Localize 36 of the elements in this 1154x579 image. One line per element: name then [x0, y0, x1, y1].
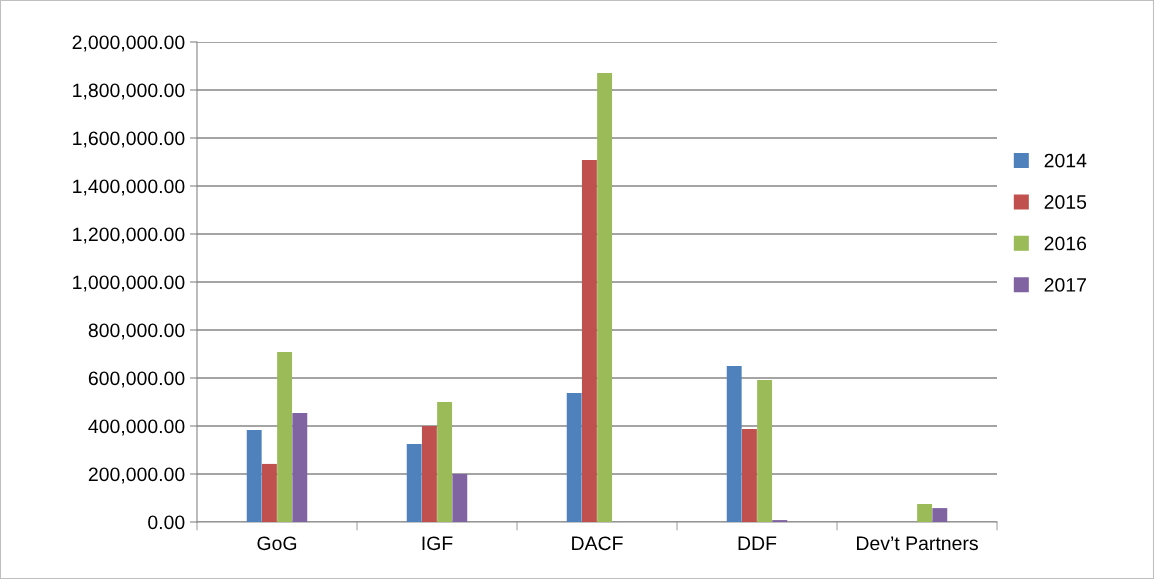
- x-tick-label: DDF: [738, 536, 777, 550]
- y-tick-label: 2,000,000.00: [72, 35, 185, 52]
- bar: [581, 160, 597, 522]
- y-tick-label: 200,000.00: [88, 467, 185, 484]
- y-tick-label: 1,800,000.00: [73, 83, 185, 100]
- bar: [932, 508, 948, 522]
- legend-label: 2015: [1044, 195, 1087, 209]
- y-tick-label: 0.00: [148, 515, 185, 530]
- bar: [292, 413, 308, 522]
- bar: [917, 504, 933, 522]
- y-tick-label: 800,000.00: [88, 323, 185, 340]
- x-tick-label: Dev’t Partners: [857, 536, 978, 551]
- bar: [421, 426, 437, 522]
- bar: [437, 402, 453, 522]
- bar: [246, 430, 262, 522]
- y-tick-label: 600,000.00: [88, 371, 185, 388]
- legend-label: 2017: [1044, 278, 1086, 292]
- y-tick-label: 1,200,000.00: [73, 227, 185, 244]
- legend-label: 2016: [1044, 236, 1087, 251]
- y-tick-label: 400,000.00: [88, 419, 185, 436]
- bar: [406, 444, 422, 522]
- x-tick-label: DACF: [572, 536, 623, 551]
- x-tick-label: IGF: [422, 536, 453, 551]
- bar: [726, 366, 742, 522]
- bar: [277, 352, 293, 522]
- y-tick-label: 1,600,000.00: [73, 131, 185, 148]
- x-tick-label: GoG: [257, 536, 297, 551]
- bar: [261, 463, 277, 522]
- bar: [452, 474, 468, 522]
- y-tick-label: 1,000,000.00: [73, 275, 185, 292]
- bar: [757, 379, 773, 522]
- bar: [597, 72, 613, 522]
- bar: [566, 393, 582, 522]
- legend-label: 2014: [1044, 153, 1087, 168]
- bar: [741, 429, 757, 522]
- y-tick-label: 1,400,000.00: [73, 179, 185, 196]
